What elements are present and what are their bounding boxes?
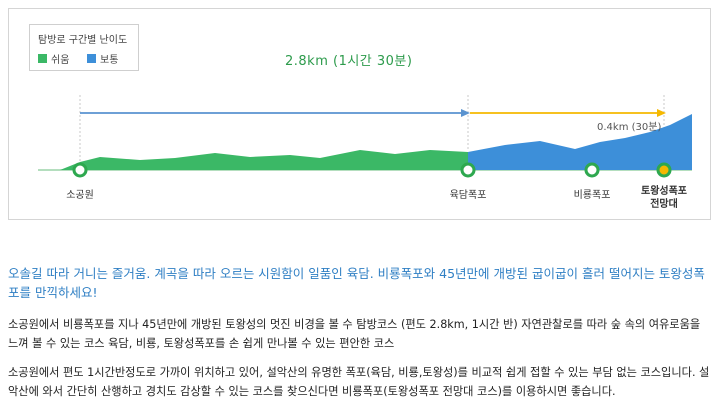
total-distance-label: 2.8km (1시간 30분) <box>285 54 413 69</box>
stop-label-biryong: 비룡폭포 <box>573 190 611 201</box>
easy-section-area <box>60 150 468 170</box>
legend-item-easy: 쉬움 <box>38 51 69 66</box>
stop-marker-yukdam <box>460 162 476 178</box>
course-description-1: 소공원에서 비룡폭포를 지나 45년만에 개방된 토왕성의 멋진 비경을 볼 수… <box>8 318 701 350</box>
extra-route-arrowhead <box>657 109 666 117</box>
stop-marker-biryong <box>584 162 600 178</box>
legend-normal-label: 보통 <box>100 55 119 66</box>
extra-distance-label: 0.4km (30분) <box>597 122 662 133</box>
normal-section-area <box>468 114 692 170</box>
legend-title: 탐방로 구간별 난이도 <box>38 35 128 46</box>
difficulty-legend: 탐방로 구간별 난이도 쉬움 보통 <box>29 24 139 71</box>
stop-label-yukdam: 육담폭포 <box>449 190 487 201</box>
stop-label-sogongwon: 소공원 <box>66 190 94 201</box>
easy-swatch <box>38 54 47 63</box>
legend-item-normal: 보통 <box>87 51 118 66</box>
stop-label-towangseong-line2: 전망대 <box>650 199 678 210</box>
course-headline: 오솔길 따라 거니는 즐거움. 계곡을 따라 오르는 시원함이 일품인 육담. … <box>8 266 705 300</box>
stop-marker-sogongwon <box>72 162 88 178</box>
elevation-profile <box>38 95 692 178</box>
course-description-2: 소공원에서 편도 1시간반정도로 가까이 위치하고 있어, 설악산의 유명한 폭… <box>8 366 710 398</box>
legend-easy-label: 쉬움 <box>51 55 70 66</box>
stop-marker-towangseong <box>656 162 672 178</box>
stop-label-towangseong-line1: 토왕성폭포 <box>641 186 687 197</box>
normal-swatch <box>87 54 96 63</box>
main-route-arrowhead <box>461 109 470 117</box>
stop-label-towangseong: 토왕성폭포 전망대 <box>641 185 687 211</box>
